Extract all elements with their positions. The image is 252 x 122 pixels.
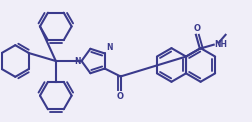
Text: O: O bbox=[193, 24, 200, 33]
Text: N: N bbox=[106, 43, 112, 52]
Text: N: N bbox=[74, 56, 81, 66]
Text: NH: NH bbox=[215, 40, 228, 49]
Text: O: O bbox=[117, 92, 124, 101]
